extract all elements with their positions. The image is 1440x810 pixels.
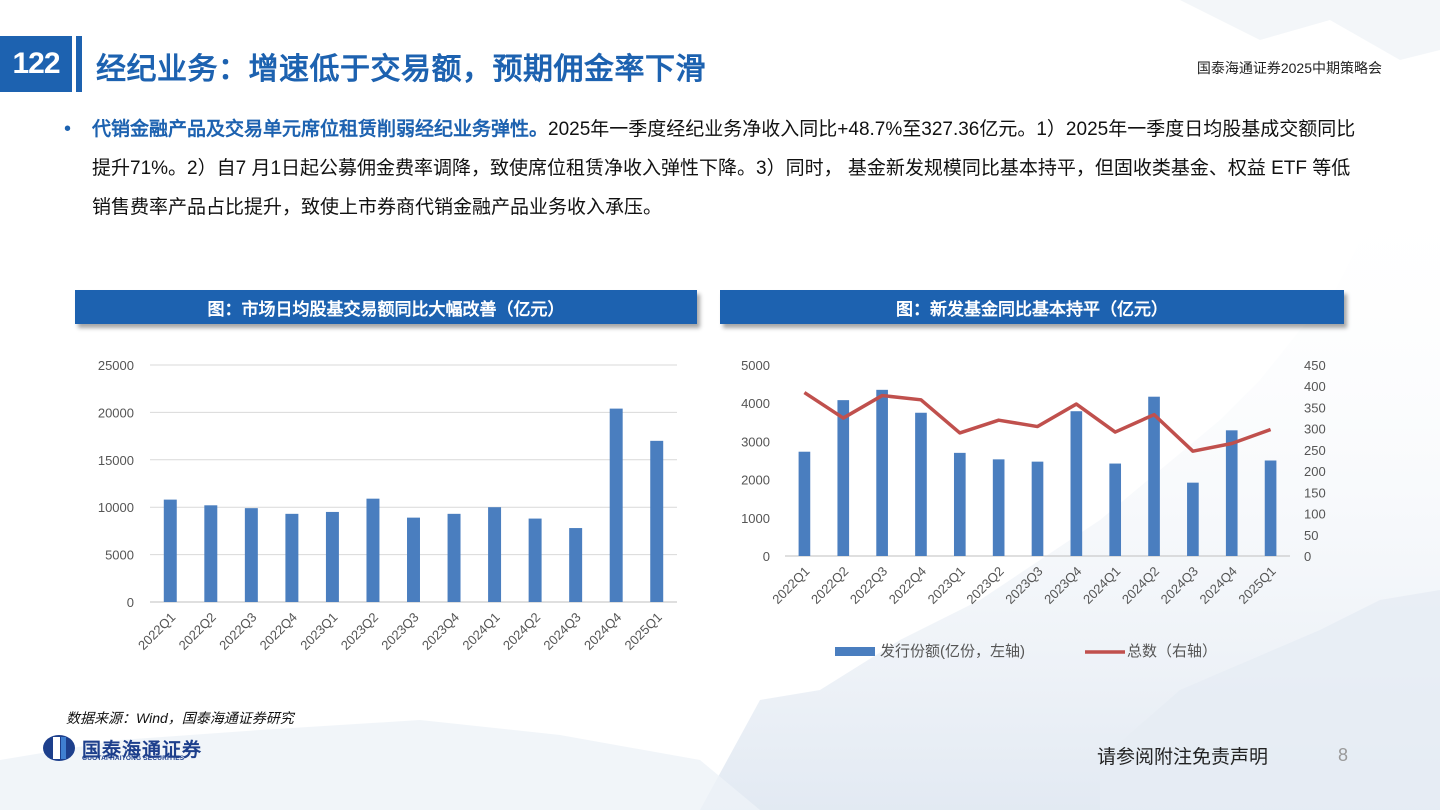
bullet-dot-icon: • (64, 118, 72, 140)
bar-2024Q2 (528, 518, 542, 602)
x-tick-label: 2022Q3 (847, 564, 890, 607)
legend-swatch-bars (835, 647, 875, 656)
page-number: 8 (1338, 745, 1349, 765)
x-tick-label: 2024Q4 (581, 610, 624, 653)
legend-label-line: 总数（右轴） (1127, 643, 1217, 660)
y-right-tick-label: 400 (1304, 379, 1326, 394)
header: 122 经纪业务：增速低于交易额，预期佣金率下滑 国泰海通证券2025中期策略会 (0, 30, 1440, 96)
x-tick-label: 2024Q1 (1080, 564, 1123, 607)
bar-2025Q1 (1264, 460, 1277, 556)
y-right-tick-label: 150 (1304, 485, 1326, 500)
y-right-tick-label: 250 (1304, 443, 1326, 458)
legend-label-bars: 发行份额(亿份，左轴) (880, 643, 1025, 660)
bar-2024Q3 (569, 528, 583, 602)
y-left-tick-label: 1000 (741, 511, 770, 526)
bar-2022Q4 (915, 412, 927, 556)
y-right-tick-label: 50 (1304, 528, 1318, 543)
y-left-tick-label: 2000 (741, 473, 770, 488)
bar-2023Q4 (447, 513, 461, 602)
bar-2023Q2 (366, 498, 380, 602)
bar-2022Q3 (244, 508, 258, 602)
y-right-tick-label: 450 (1304, 358, 1326, 373)
y-right-tick-label: 350 (1304, 400, 1326, 415)
bullet-paragraph: • 代销金融产品及交易单元席位租赁削弱经纪业务弹性。2025年一季度经纪业务净收… (64, 110, 1364, 227)
x-tick-label: 2022Q4 (886, 564, 929, 607)
logo-name: 国泰海通证券 (82, 740, 203, 761)
x-tick-label: 2023Q4 (1041, 564, 1084, 607)
y-right-tick-label: 200 (1304, 464, 1326, 479)
y-tick-label: 25000 (98, 358, 134, 373)
x-tick-label: 2022Q1 (769, 564, 812, 607)
bar-2024Q4 (609, 408, 623, 602)
chart-left-stock-turnover: 05000100001500020000250002022Q12022Q2202… (98, 358, 677, 653)
x-tick-label: 2023Q1 (925, 564, 968, 607)
y-tick-label: 10000 (98, 500, 134, 515)
bar-2022Q4 (285, 513, 299, 602)
x-tick-label: 2022Q3 (216, 610, 259, 653)
bar-2022Q2 (837, 400, 850, 556)
x-tick-label: 2024Q2 (1119, 564, 1162, 607)
disclaimer-link[interactable]: 请参阅附注免责声明 (1097, 747, 1269, 768)
y-right-tick-label: 0 (1304, 549, 1311, 564)
chart-title-right: 图：新发基金同比基本持平（亿元） (720, 290, 1344, 324)
bar-2022Q1 (163, 499, 177, 602)
bar-2023Q4 (1070, 411, 1083, 556)
conference-label: 国泰海通证券2025中期策略会 (1196, 60, 1382, 76)
chart-right-new-funds: 0 1000 2000 3000 4000 5000 0 50 100 150 200 250 300 3… (741, 358, 1326, 660)
y-left-tick-label: 5000 (741, 358, 770, 373)
bar-2022Q2 (204, 505, 218, 602)
bar-2022Q1 (798, 451, 811, 556)
bar-2022Q3 (876, 389, 888, 556)
company-logo: 国泰海通证券 GUOTAI HAITONG SECURITIES (42, 734, 242, 764)
bullet-body: 2025年一季度经纪业务净收入同比+48.7%至327.36亿元。1）2025年… (92, 119, 1356, 218)
y-right-tick-label: 300 (1304, 422, 1326, 437)
x-tick-label: 2022Q2 (808, 564, 851, 607)
page-title: 经纪业务：增速低于交易额，预期佣金率下滑 (96, 53, 706, 86)
y-tick-label: 5000 (105, 548, 134, 563)
x-tick-label: 2024Q2 (500, 610, 543, 653)
header-divider-bar (76, 36, 82, 92)
x-tick-label: 2023Q2 (963, 564, 1006, 607)
data-source: 数据来源：Wind，国泰海通证券研究 (66, 710, 294, 726)
logo-english-name: GUOTAI HAITONG SECURITIES (82, 755, 185, 762)
x-tick-label: 2023Q2 (338, 610, 381, 653)
bar-2023Q1 (325, 511, 339, 602)
x-tick-label: 2022Q1 (135, 610, 178, 653)
line-series-total (803, 391, 1272, 453)
x-tick-label: 2024Q1 (459, 610, 502, 653)
bar-2023Q3 (407, 517, 420, 602)
y-right-tick-label: 100 (1304, 507, 1326, 522)
x-tick-label: 2024Q4 (1197, 564, 1240, 607)
x-tick-label: 2023Q3 (1002, 564, 1045, 607)
y-left-tick-label: 4000 (741, 396, 770, 411)
bar-2025Q1 (650, 440, 664, 602)
bullet-text: 代销金融产品及交易单元席位租赁削弱经纪业务弹性。2025年一季度经纪业务净收入同… (92, 110, 1364, 227)
y-tick-label: 20000 (98, 405, 134, 420)
bar-2023Q1 (953, 452, 966, 556)
bar-2023Q3 (1031, 461, 1044, 556)
x-tick-label: 2022Q2 (176, 610, 219, 653)
x-tick-label: 2025Q1 (622, 610, 665, 653)
logo-mark-icon (43, 735, 75, 761)
x-tick-label: 2024Q3 (540, 610, 583, 653)
x-tick-label: 2023Q4 (419, 610, 462, 653)
x-tick-label: 2023Q1 (297, 610, 340, 653)
x-tick-label: 2022Q4 (257, 610, 300, 653)
y-tick-label: 0 (127, 595, 134, 610)
bar-2024Q2 (1148, 396, 1160, 556)
y-left-tick-label: 3000 (741, 434, 770, 449)
y-left-tick-label: 0 (763, 549, 770, 564)
bar-2024Q1 (488, 507, 502, 602)
y-tick-label: 15000 (98, 453, 134, 468)
x-tick-label: 2024Q3 (1158, 564, 1201, 607)
page-badge: 122 (0, 36, 72, 92)
bar-2024Q3 (1187, 482, 1199, 556)
chart-title-left: 图：市场日均股基交易额同比大幅改善（亿元） (75, 290, 697, 324)
x-tick-label: 2023Q3 (378, 610, 421, 653)
bar-2024Q1 (1109, 463, 1122, 556)
x-tick-label: 2025Q1 (1235, 564, 1278, 607)
bullet-lead: 代销金融产品及交易单元席位租赁削弱经纪业务弹性。 (92, 119, 549, 140)
bar-2024Q4 (1225, 430, 1238, 556)
bar-2023Q2 (992, 459, 1005, 556)
